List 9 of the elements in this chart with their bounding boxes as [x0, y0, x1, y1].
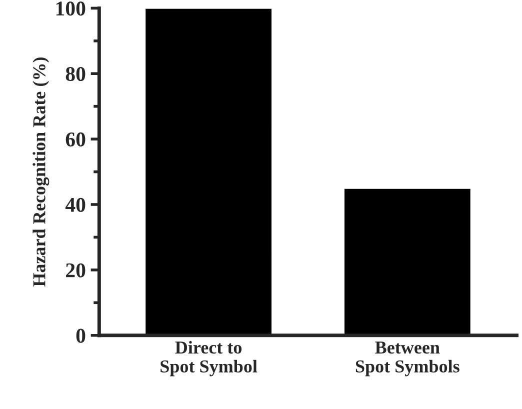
- y-tick-label: 100: [56, 2, 86, 16]
- x-tick-label: Between Spot Symbols: [356, 342, 460, 376]
- y-tick-label: 0: [76, 328, 86, 343]
- y-tick-label: 20: [66, 263, 86, 278]
- y-tick-label: 40: [65, 198, 86, 212]
- y-axis-title: Hazard Recognition Rate (%): [32, 57, 50, 287]
- y-tick-label: 60: [66, 132, 86, 146]
- x-tick-label: Direct to Spot Symbol: [160, 340, 258, 376]
- y-tick-label: 80: [66, 66, 86, 82]
